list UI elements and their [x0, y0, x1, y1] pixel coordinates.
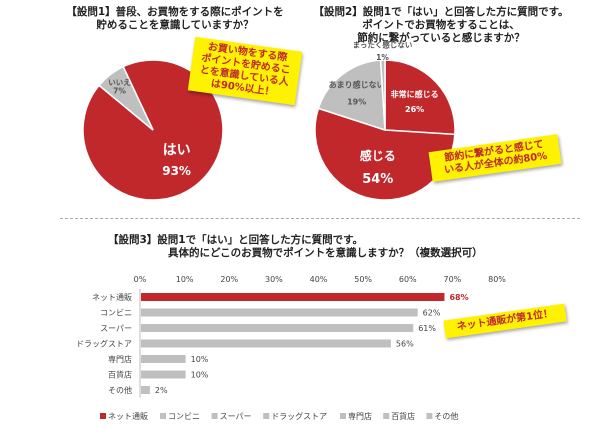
bar-value-label: 10%: [191, 371, 209, 380]
legend-label: スーパー: [220, 412, 252, 421]
pie-slice-1-shape: [98, 65, 154, 131]
bar-chart-q3: 0% 10% 20% 30% 40% 50% 60% 70% 80% ネット通販 68% コンビニ 62…: [76, 275, 506, 421]
pie-slice-1-label: いいえ: [108, 78, 131, 87]
pie-slice-2-shape: [317, 59, 386, 132]
question-3-line1: 【設問3】設問1で「はい」と回答した方に質問です。: [108, 234, 364, 246]
pie-slice-1-value: 7%: [113, 86, 126, 95]
pie-slice-2-label: あまり感じない: [329, 79, 385, 89]
question-2-title: 【設問2】設問1で「はい」と回答した方に質問です。 ポイントでお買物をすることは…: [296, 6, 586, 45]
legend-swatch: [263, 413, 270, 419]
bar-category-label: スーパー: [100, 324, 132, 333]
bar-value-label: 56%: [396, 340, 414, 349]
bar-2: [141, 324, 414, 332]
pie-slice-0: 非常に感じる 26%: [384, 59, 456, 136]
x-tick-label: 20%: [220, 275, 238, 284]
legend-label: ドラッグストア: [271, 411, 327, 421]
legend-swatch: [340, 413, 346, 419]
bar-1: [141, 308, 418, 317]
legend-swatch: [100, 413, 106, 419]
pie-slice-0-shape: [384, 59, 456, 136]
pie-slice-0-label: 非常に感じる: [391, 89, 439, 99]
bar-value-label: 2%: [155, 386, 168, 395]
bar-category-label: ドラッグストア: [76, 339, 132, 349]
legend-swatch: [426, 413, 433, 419]
bar-3: [141, 339, 391, 348]
bar-5: [141, 370, 186, 379]
question-1-title: 【設問1】普段、お買物をする際にポイントを 貯めることを意識していますか？: [60, 6, 290, 32]
legend-label: コンビニ: [168, 412, 200, 421]
pie-slice-3-label: まったく感じない: [353, 40, 413, 50]
pie-slice-1-value: 54%: [362, 172, 393, 187]
legend-label: 百貨店: [391, 411, 415, 421]
bar-value-label: 10%: [191, 355, 209, 364]
legend-swatch: [211, 413, 218, 419]
question-2-line2: ポイントでお買物をすることは、: [362, 19, 520, 31]
bar-category-label: その他: [108, 385, 132, 395]
pie-slice-0-value: 26%: [405, 105, 424, 114]
pie-chart-q2: 非常に感じる 26% 感じる 54% あまり感じない 19% まったく感じない 1%: [314, 40, 456, 201]
bar-6: [141, 386, 150, 394]
legend-swatch: [383, 413, 390, 419]
pie-slice-3-shape: [379, 59, 386, 131]
question-2-line3: 節約に繋がっていると感じますか？: [357, 32, 525, 44]
bar-category-label: ネット通販: [92, 292, 132, 302]
legend-label: 専門店: [348, 411, 372, 421]
bar-value-label: 62%: [423, 309, 441, 318]
bar-value-label: 61%: [418, 324, 436, 333]
question-2-line1: 【設問2】設問1で「はい」と回答した方に質問です。: [313, 6, 569, 18]
bar-category-label: 百貨店: [108, 370, 132, 380]
pie-slice-2: あまり感じない 19%: [317, 59, 386, 132]
pie-slice-0-value: 93%: [162, 164, 191, 178]
section-divider: [60, 218, 580, 219]
x-tick-label: 60%: [399, 275, 417, 284]
question-1-line2: 貯めることを意識していますか？: [96, 19, 254, 31]
x-tick-label: 70%: [443, 275, 461, 284]
x-tick-label: 10%: [176, 275, 194, 284]
x-tick-label: 50%: [354, 275, 372, 284]
bar-category-label: コンビニ: [100, 309, 132, 318]
question-3-title: 【設問3】設問1で「はい」と回答した方に質問です。 具体的にどこのお買物でポイン…: [108, 234, 548, 260]
legend-label: その他: [434, 411, 458, 421]
pie-slice-1-label: 感じる: [360, 148, 396, 163]
pie-slice-0-label: はい: [163, 142, 191, 158]
pie-slice-3-value: 1%: [376, 53, 389, 62]
x-tick-label: 30%: [265, 275, 283, 284]
bar-0: [141, 293, 445, 301]
bar-category-label: 専門店: [108, 354, 132, 364]
question-1-line1: 【設問1】普段、お買物をする際にポイントを: [66, 6, 284, 18]
pie-slice-2-value: 19%: [347, 97, 366, 106]
bar-value-label: 68%: [449, 293, 468, 302]
x-tick-label: 40%: [310, 275, 328, 284]
question-3-line2: 具体的にどこのお買物でポイントを意識しますか？（複数選択可）: [168, 247, 483, 259]
x-tick-label: 80%: [488, 275, 506, 284]
legend-label: ネット通販: [108, 411, 148, 421]
pie-slice-3: まったく感じない 1%: [353, 40, 413, 131]
x-tick-label: 0%: [134, 275, 147, 284]
legend-swatch: [160, 413, 166, 419]
bar-4: [141, 355, 186, 363]
